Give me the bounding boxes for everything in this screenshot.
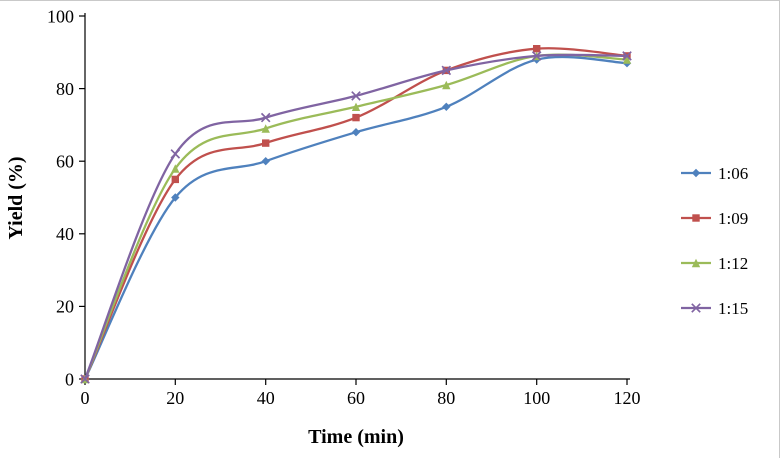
y-tick-label: 20 [56, 297, 74, 317]
square-marker-icon [533, 45, 541, 53]
plot-area: 0 20 40 60 80 100 0 20 40 60 80 100 120 [47, 6, 641, 408]
diamond-marker-icon [442, 102, 451, 111]
x-tick-label: 0 [81, 388, 90, 408]
y-tick-label: 40 [56, 224, 74, 244]
y-tick-label: 60 [56, 152, 74, 172]
legend-label: 1:06 [718, 164, 748, 183]
legend-item: 1:09 [681, 209, 748, 228]
x-tick-label: 60 [347, 388, 365, 408]
legend-item: 1:06 [681, 164, 748, 183]
y-axis-title: Yield (%) [5, 156, 27, 239]
y-tick-label: 100 [47, 6, 74, 26]
chart-legend: 1:06 1:09 1:12 1:15 [681, 164, 748, 318]
legend-item: 1:12 [681, 254, 748, 273]
diamond-marker-icon [691, 168, 701, 178]
triangle-marker-icon [622, 55, 632, 64]
x-marker-icon [351, 91, 361, 101]
x-tick-label: 120 [614, 388, 641, 408]
triangle-marker-icon [351, 102, 361, 111]
legend-item: 1:15 [681, 299, 748, 318]
square-marker-icon [171, 175, 179, 184]
legend-label: 1:15 [718, 299, 748, 318]
diamond-marker-icon [261, 157, 270, 166]
square-marker-icon [262, 139, 270, 147]
series-1-12 [80, 51, 632, 384]
x-marker-icon [531, 51, 542, 61]
x-marker-icon [80, 374, 90, 384]
triangle-marker-icon [171, 164, 180, 173]
triangle-marker-icon [261, 124, 270, 133]
legend-label: 1:09 [718, 209, 748, 228]
series-1-15 [80, 51, 632, 384]
series-line [83, 47, 629, 381]
legend-label: 1:12 [718, 254, 748, 273]
x-tick-label: 40 [257, 388, 275, 408]
diamond-marker-icon [171, 193, 180, 202]
x-marker-icon [691, 303, 701, 313]
series-line [83, 53, 629, 381]
square-marker-icon [692, 214, 700, 222]
y-tick-label: 80 [56, 79, 74, 99]
y-tick-label: 0 [65, 369, 74, 389]
x-tick-label: 80 [437, 388, 455, 408]
x-marker-icon [622, 51, 632, 61]
x-marker-icon [170, 149, 181, 159]
triangle-marker-icon [691, 258, 701, 268]
square-marker-icon [352, 113, 360, 122]
x-tick-label: 100 [523, 388, 550, 408]
diamond-marker-icon [351, 128, 361, 137]
x-marker-icon [260, 112, 271, 123]
x-axis-title: Time (min) [308, 426, 404, 448]
triangle-marker-icon [442, 80, 451, 90]
x-tick-label: 20 [166, 388, 184, 408]
x-marker-icon [441, 65, 452, 76]
